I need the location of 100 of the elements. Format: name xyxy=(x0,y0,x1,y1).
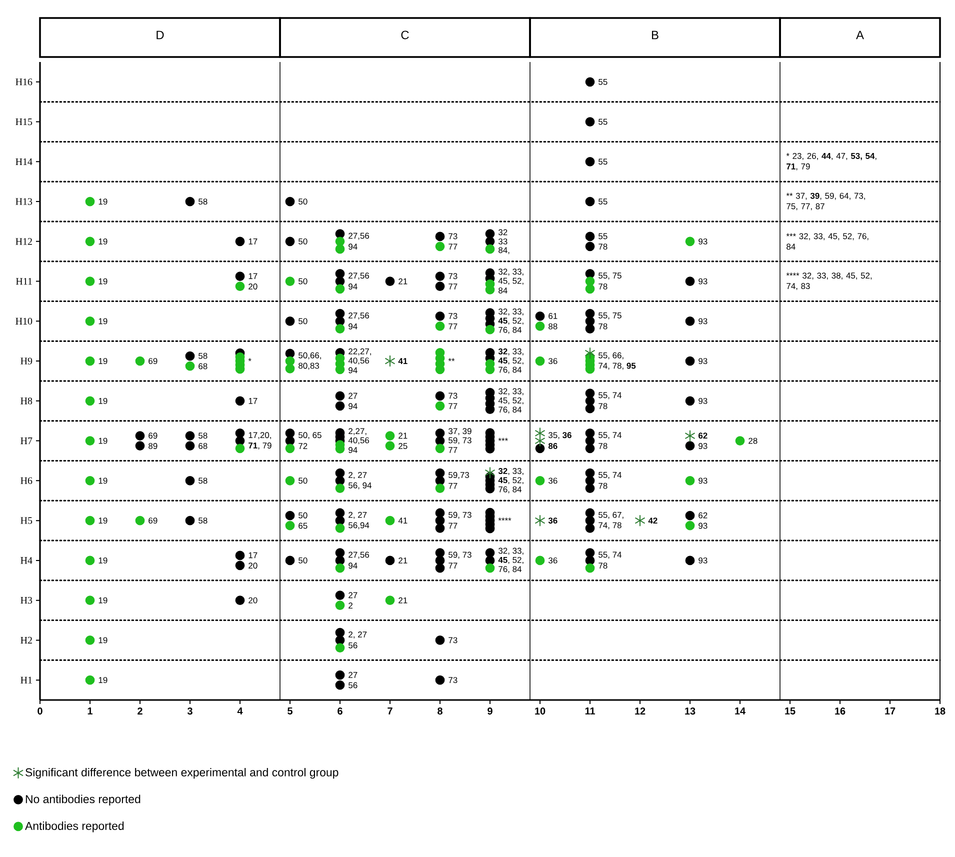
x-tick-label: 13 xyxy=(685,708,696,715)
annotation: 20 xyxy=(248,597,258,604)
annotation: 19 xyxy=(98,278,108,284)
annotation: 89 xyxy=(148,443,158,449)
y-tick-label: H7 xyxy=(20,438,32,444)
annotation: ** 37, 39, 59, 64, 73, 75, 77, 87 xyxy=(786,192,865,210)
annotation: 93 xyxy=(698,398,708,404)
annotation: 17 xyxy=(248,552,258,558)
annotation: 17,20, xyxy=(248,432,271,440)
annotation: 36 xyxy=(548,478,558,484)
annotation: 50 xyxy=(298,557,308,564)
annotation: 32, 33, xyxy=(498,268,524,276)
annotation: 59, 73 xyxy=(448,437,472,444)
annotation: 88 xyxy=(548,323,558,330)
annotation: 76, 84 xyxy=(498,366,522,374)
annotation: 19 xyxy=(98,637,108,644)
text: C xyxy=(401,30,409,40)
annotation: 41 xyxy=(398,518,408,524)
x-tick-label: 11 xyxy=(585,708,595,714)
annotation: 78 xyxy=(598,482,608,489)
annotation: 84 xyxy=(498,287,508,294)
x-tick-label: 14 xyxy=(735,708,746,714)
annotation: 55, 74 xyxy=(598,472,622,479)
y-tick-label: H10 xyxy=(16,318,32,325)
annotation: 28 xyxy=(748,438,758,444)
annotation: 35, 36 xyxy=(548,432,572,440)
annotation: 94 xyxy=(348,284,358,290)
y-tick-label: H8 xyxy=(20,398,32,404)
annotation: 59,73 xyxy=(448,472,470,479)
annotation: 93 xyxy=(698,318,708,324)
x-tick-label: 2 xyxy=(138,708,142,714)
annotation: 45, 52, xyxy=(498,556,524,564)
annotation: 55, 74 xyxy=(598,552,622,559)
annotation: 55, 74 xyxy=(598,432,622,440)
annotation: 17 xyxy=(248,238,258,244)
y-tick-label: H12 xyxy=(16,238,32,245)
annotation: 69 xyxy=(148,432,158,439)
y-tick-label: H11 xyxy=(16,278,32,285)
annotation: 84, xyxy=(498,247,510,254)
annotation: 42 xyxy=(648,518,658,524)
annotation: 93 xyxy=(698,557,708,564)
annotation: 20 xyxy=(248,562,258,569)
annotation: 27,56 xyxy=(348,552,370,559)
annotation: 2, 27 xyxy=(348,472,367,479)
annotation: 65 xyxy=(298,522,308,529)
annotation: 56 xyxy=(348,642,358,648)
annotation: 77 xyxy=(448,447,458,453)
annotation: 72 xyxy=(298,443,308,449)
annotation: 21 xyxy=(398,557,408,564)
annotation: 74, 78, 95 xyxy=(598,362,636,370)
annotation: 73 xyxy=(448,233,458,240)
annotation: 69 xyxy=(148,518,158,524)
annotation: 32, 33, xyxy=(498,468,524,476)
annotation: 55 xyxy=(598,158,608,165)
annotation: 77 xyxy=(448,482,458,489)
text: * 23, 26, 44, 47, 53, 54, 71, 79 xyxy=(786,152,876,170)
annotation: 50 xyxy=(298,318,308,324)
annotation: 19 xyxy=(98,358,108,364)
y-tick-label: H6 xyxy=(20,477,32,484)
annotation: 71, 79 xyxy=(248,442,272,450)
annotation: 45, 52, xyxy=(498,318,524,325)
annotation: 58 xyxy=(198,518,208,524)
annotation: 40,56 xyxy=(348,358,370,365)
x-tick-label: 6 xyxy=(338,708,342,715)
annotation: 73 xyxy=(448,637,458,644)
annotation: 77 xyxy=(448,244,458,250)
annotation: 41 xyxy=(398,358,408,364)
x-tick-label: 9 xyxy=(488,708,492,715)
annotation: 32, 33, xyxy=(498,348,524,356)
annotation: 93 xyxy=(698,358,708,364)
annotation: 58 xyxy=(198,198,208,205)
annotation: 77 xyxy=(448,284,458,290)
annotation: 21 xyxy=(398,597,408,604)
annotation: 45, 52, xyxy=(498,278,524,285)
x-tick-label: 16 xyxy=(835,708,846,715)
annotation: 77 xyxy=(448,403,458,410)
annotation: 32, 33, xyxy=(498,308,524,316)
annotation: 68 xyxy=(198,443,208,449)
x-tick-label: 12 xyxy=(635,708,646,714)
x-tick-label: 10 xyxy=(535,708,546,715)
annotation: 78 xyxy=(598,244,608,250)
annotation: 69 xyxy=(148,358,158,364)
annotation: 77 xyxy=(448,323,458,330)
annotation: 56 xyxy=(348,682,358,688)
annotation: 32, 33, xyxy=(498,388,524,396)
annotation: 19 xyxy=(98,438,108,444)
annotation: 27,56 xyxy=(348,272,370,280)
annotation: 93 xyxy=(698,238,708,244)
annotation: 50 xyxy=(298,512,308,518)
annotation: 2, 27 xyxy=(348,632,367,638)
legend-label: Significant difference between experimental and control group xyxy=(26,768,338,779)
annotation: 76, 84 xyxy=(498,566,522,574)
annotation: 32 xyxy=(498,229,508,236)
annotation: 19 xyxy=(98,198,108,205)
annotation: 93 xyxy=(698,522,708,529)
annotation: 94 xyxy=(348,403,358,410)
annotation: 55 xyxy=(598,78,608,85)
x-tick-label: 5 xyxy=(288,708,292,714)
annotation: 62 xyxy=(698,432,708,439)
y-tick-label: H13 xyxy=(16,198,32,205)
